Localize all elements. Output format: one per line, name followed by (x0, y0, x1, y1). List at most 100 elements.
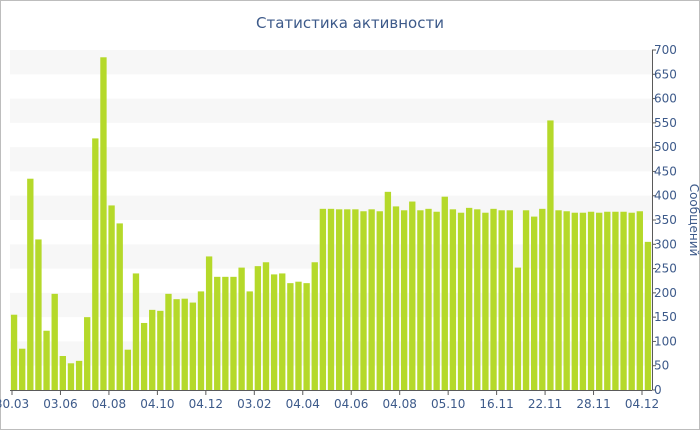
bars (10, 57, 652, 391)
bar (344, 209, 351, 390)
bar (571, 212, 578, 390)
bar (51, 293, 58, 390)
bar (67, 363, 75, 390)
bar (189, 302, 197, 390)
bar (506, 210, 513, 390)
bar (205, 256, 213, 390)
bar (108, 205, 115, 390)
bar (270, 274, 278, 390)
x-tick-label: 04.06 (334, 397, 368, 411)
bar (596, 212, 603, 390)
y-tick-label: 450 (654, 164, 677, 178)
y-tick-label: 200 (654, 286, 677, 300)
y-axis-ticks: 0 50 100 150 200 250 300 350 400 450 500 550 600 650 7… (652, 43, 677, 397)
y-tick-label: 100 (654, 334, 677, 348)
bar (279, 273, 286, 390)
bar (335, 209, 343, 390)
x-tick-label: 30.03 (0, 397, 29, 411)
bar (547, 120, 554, 391)
bar (43, 330, 50, 390)
y-tick-label: 500 (654, 140, 677, 154)
y-tick-label: 600 (654, 92, 677, 106)
bar (262, 262, 270, 390)
x-tick-label: 04.12 (625, 397, 659, 411)
bar (157, 310, 164, 390)
bar (84, 317, 91, 390)
bar (214, 276, 221, 390)
x-tick-label: 04.12 (189, 397, 223, 411)
x-axis-ticks: 30.03 03.06 04.08 04.10 04.12 03.02 04.04 04.06… (0, 390, 659, 411)
bar (457, 212, 465, 390)
x-tick-label: 03.02 (237, 397, 271, 411)
y-tick-label: 150 (654, 310, 677, 324)
bar (498, 210, 505, 390)
bar (555, 210, 562, 390)
y-tick-label: 650 (654, 67, 677, 81)
y-tick-label: 700 (654, 43, 677, 57)
y-tick-label: 350 (654, 213, 677, 227)
bar (27, 178, 34, 390)
bar (222, 276, 229, 390)
bar (636, 211, 643, 390)
bar (295, 281, 302, 390)
y-tick-label: 400 (654, 189, 677, 203)
x-tick-label: 04.08 (383, 397, 417, 411)
bar (400, 210, 408, 390)
bar (116, 223, 123, 390)
bar (539, 208, 546, 390)
x-tick-label: 22.11 (528, 397, 562, 411)
x-tick-label: 05.10 (431, 397, 465, 411)
bar (360, 211, 367, 390)
bar (165, 293, 172, 390)
x-tick-label: 04.10 (140, 397, 174, 411)
bar (531, 216, 538, 390)
bar (644, 241, 652, 390)
bar (474, 209, 481, 390)
bar (140, 322, 148, 390)
bar (604, 211, 611, 390)
bar (417, 210, 424, 390)
bar (514, 267, 522, 390)
bar (482, 212, 489, 390)
x-tick-label: 28.11 (576, 397, 610, 411)
bar (392, 206, 400, 390)
bar (287, 283, 294, 390)
bar (425, 208, 432, 390)
bar (587, 211, 595, 390)
bar (433, 211, 440, 390)
bar (409, 201, 416, 390)
x-tick-label: 16.11 (479, 397, 513, 411)
y-tick-label: 250 (654, 262, 677, 276)
grid-band (10, 50, 652, 75)
bar (612, 211, 619, 390)
grid-band (10, 147, 652, 172)
bar (230, 276, 237, 390)
bar (238, 267, 245, 390)
bar (149, 309, 156, 390)
bar (100, 57, 107, 390)
bar (368, 209, 375, 390)
bar (59, 356, 66, 390)
x-tick-label: 04.04 (286, 397, 320, 411)
y-tick-label: 300 (654, 237, 677, 251)
x-tick-label: 03.06 (43, 397, 77, 411)
bar (449, 209, 457, 390)
bar (384, 191, 392, 390)
bar (35, 239, 42, 390)
bar (620, 211, 627, 390)
bar (490, 208, 497, 390)
bar (522, 210, 530, 390)
bar (319, 208, 327, 390)
bar (563, 211, 570, 390)
bar (441, 196, 448, 390)
bar (579, 212, 587, 390)
y-tick-label: 0 (654, 383, 662, 397)
bar (327, 208, 335, 390)
y-tick-label: 550 (654, 116, 677, 130)
bar (254, 266, 262, 390)
y-axis-label: Сообщений (687, 184, 700, 257)
bar (181, 298, 188, 390)
bar (352, 209, 359, 390)
x-tick-label: 04.08 (92, 397, 126, 411)
